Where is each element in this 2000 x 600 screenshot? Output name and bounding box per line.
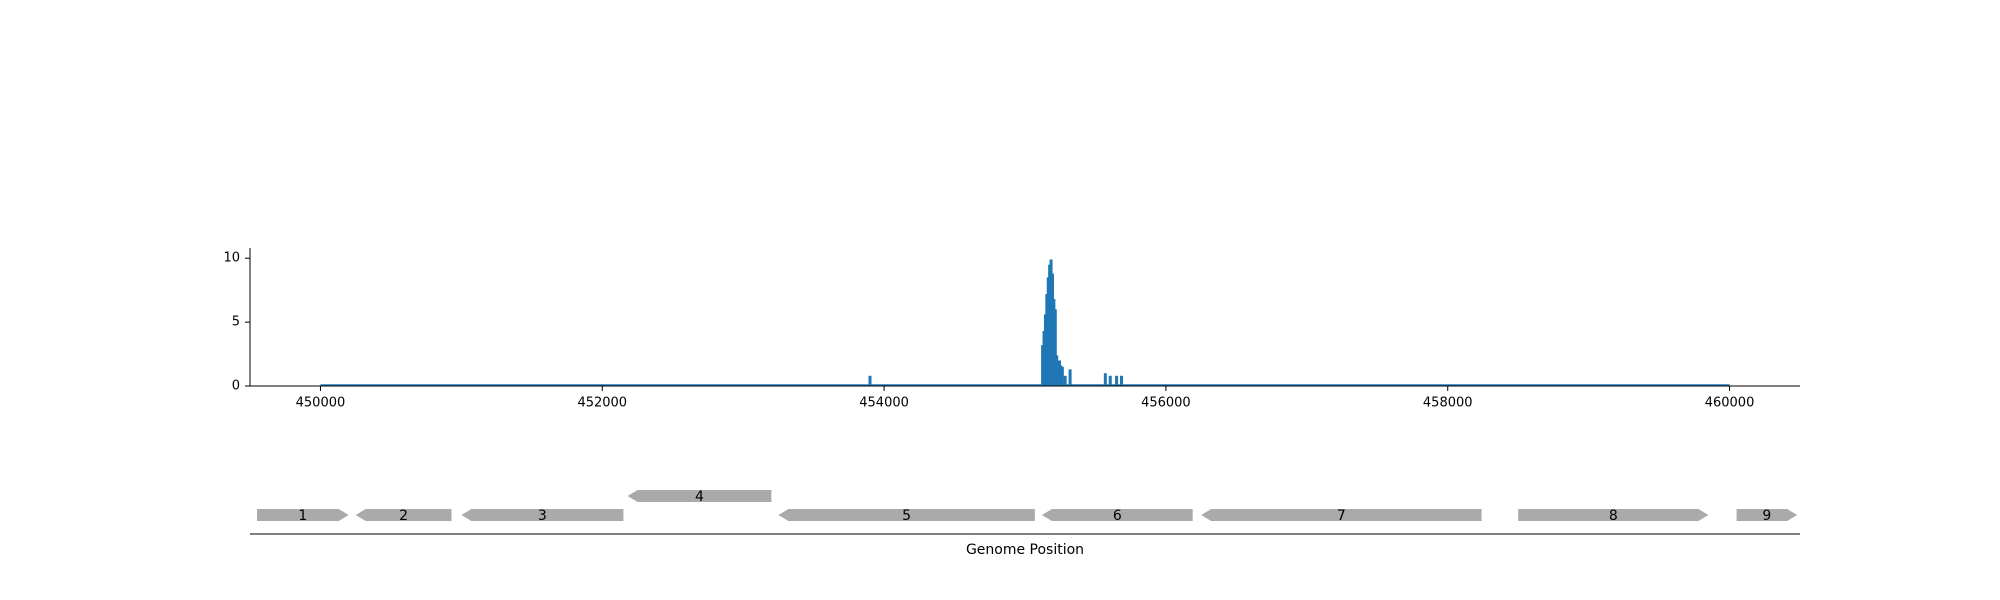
x-axis-ticks: 450000 452000 454000 456000 458000 460000 (296, 386, 1755, 411)
gene-arrow (461, 509, 624, 521)
gene-arrow (257, 509, 349, 521)
gene-label: 5 (902, 508, 911, 524)
gene-label: 3 (538, 508, 547, 524)
gene-arrow (1736, 509, 1798, 521)
y-tick-label: 0 (232, 379, 240, 394)
x-tick-label: 454000 (859, 396, 909, 411)
gene-label: 6 (1113, 508, 1122, 524)
gene-arrow (778, 509, 1035, 521)
x-tick-label: 452000 (577, 396, 627, 411)
gene-label: 4 (695, 489, 704, 505)
coverage-bar (1068, 369, 1072, 386)
x-tick-label: 460000 (1705, 396, 1755, 411)
coverage-bar (1115, 375, 1119, 386)
gene-arrows: 1 2 3 4 5 6 7 8 9 (257, 489, 1798, 524)
coverage-bars (868, 259, 1124, 386)
x-tick-label: 450000 (296, 396, 346, 411)
gene-label: 2 (399, 508, 408, 524)
gene-arrow (1518, 509, 1709, 521)
gene-label: 1 (298, 508, 307, 524)
y-tick-label: 10 (223, 251, 240, 266)
y-tick-label: 5 (232, 315, 240, 330)
gene-arrow (627, 490, 772, 502)
coverage-bar (1108, 375, 1112, 386)
y-axis-ticks: 0 5 10 (223, 251, 250, 394)
gene-arrow (355, 509, 452, 521)
gene-label: 9 (1762, 508, 1771, 524)
gene-arrow (1041, 509, 1193, 521)
coverage-bar (1060, 366, 1064, 386)
gene-track: 1 2 3 4 5 6 7 8 9 Genome Position (250, 489, 1800, 558)
x-tick-label: 458000 (1423, 396, 1473, 411)
coverage-bar (1053, 309, 1057, 386)
coverage-bar (868, 375, 872, 386)
x-axis-title: Genome Position (966, 542, 1084, 558)
x-tick-label: 456000 (1141, 396, 1191, 411)
coverage-bar (1120, 375, 1124, 386)
gene-label: 8 (1609, 508, 1618, 524)
gene-label: 7 (1337, 508, 1346, 524)
coverage-bar (1063, 375, 1067, 386)
coverage-plot: 450000 452000 454000 456000 458000 460000 0 5 1… (223, 248, 1800, 411)
coverage-bar (1103, 373, 1107, 386)
gene-arrow (1201, 509, 1482, 521)
